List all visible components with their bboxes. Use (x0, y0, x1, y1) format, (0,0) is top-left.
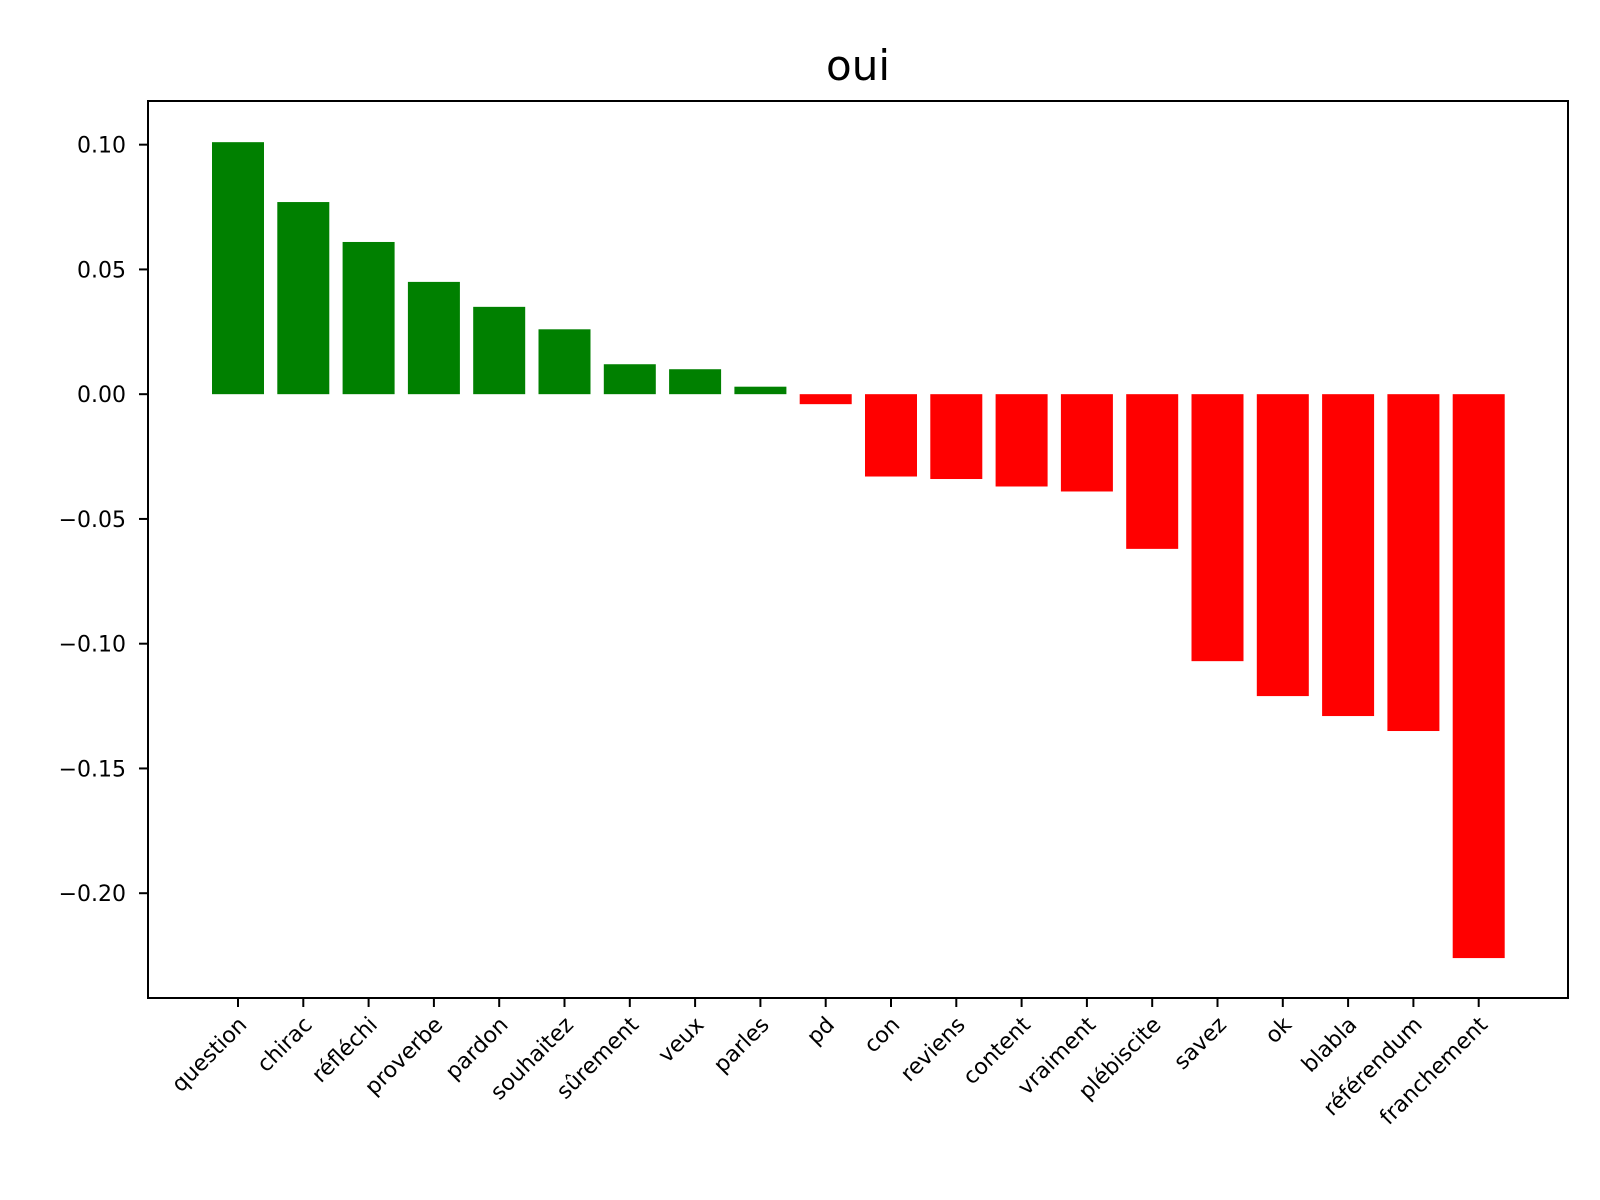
y-axis: 0.10 0.05 0.00 −0.05 −0.10 −0.15 −0.20 (59, 134, 148, 907)
y-tick-label: 0.00 (77, 383, 126, 408)
y-tick-label: −0.05 (59, 508, 126, 533)
bar-plébiscite (1126, 394, 1179, 549)
chart-title: oui (826, 41, 890, 90)
bar-sûrement (603, 364, 656, 395)
y-tick-label: 0.05 (77, 258, 126, 283)
x-tick-label: parles (709, 1013, 774, 1078)
bar-parles (734, 386, 787, 395)
bar-veux (669, 369, 722, 395)
bar-reviens (930, 394, 983, 480)
bar-vraiment (1060, 394, 1113, 492)
x-tick-label: reviens (896, 1013, 970, 1087)
bar-réfléchi (342, 241, 395, 395)
bar-pd (799, 394, 852, 405)
y-tick-label: 0.10 (77, 134, 126, 159)
plot-frame (147, 100, 1569, 999)
bar-souhaitez (538, 329, 591, 395)
x-axis: question chiracréfléchiproverbepardonsouh… (167, 998, 1493, 1130)
bar-question (212, 142, 264, 395)
x-tick-label: blabla (1297, 1013, 1362, 1078)
x-tick-label: ok (1261, 1012, 1297, 1048)
x-tick-label: veux (654, 1013, 710, 1069)
bar-pardon (473, 306, 526, 395)
bar-ok (1256, 394, 1309, 697)
bar-content (995, 394, 1048, 487)
y-tick-label: −0.20 (59, 882, 126, 907)
bar-blabla (1322, 394, 1375, 717)
bar-chirac (277, 202, 330, 395)
bar-franchement (1452, 394, 1505, 959)
x-tick-label: chirac (253, 1013, 318, 1078)
x-tick-label: savez (1169, 1013, 1231, 1075)
bar-savez (1191, 394, 1244, 662)
x-tick-label: pd (803, 1013, 840, 1050)
bar-con (865, 394, 917, 477)
bar-proverbe (407, 281, 460, 395)
x-tick-label: con (860, 1013, 906, 1059)
bars-group (212, 142, 1505, 959)
x-tick-label: question (167, 1013, 252, 1098)
bar-référendum (1387, 394, 1440, 732)
y-tick-label: −0.15 (59, 757, 126, 782)
y-tick-label: −0.10 (59, 633, 126, 658)
